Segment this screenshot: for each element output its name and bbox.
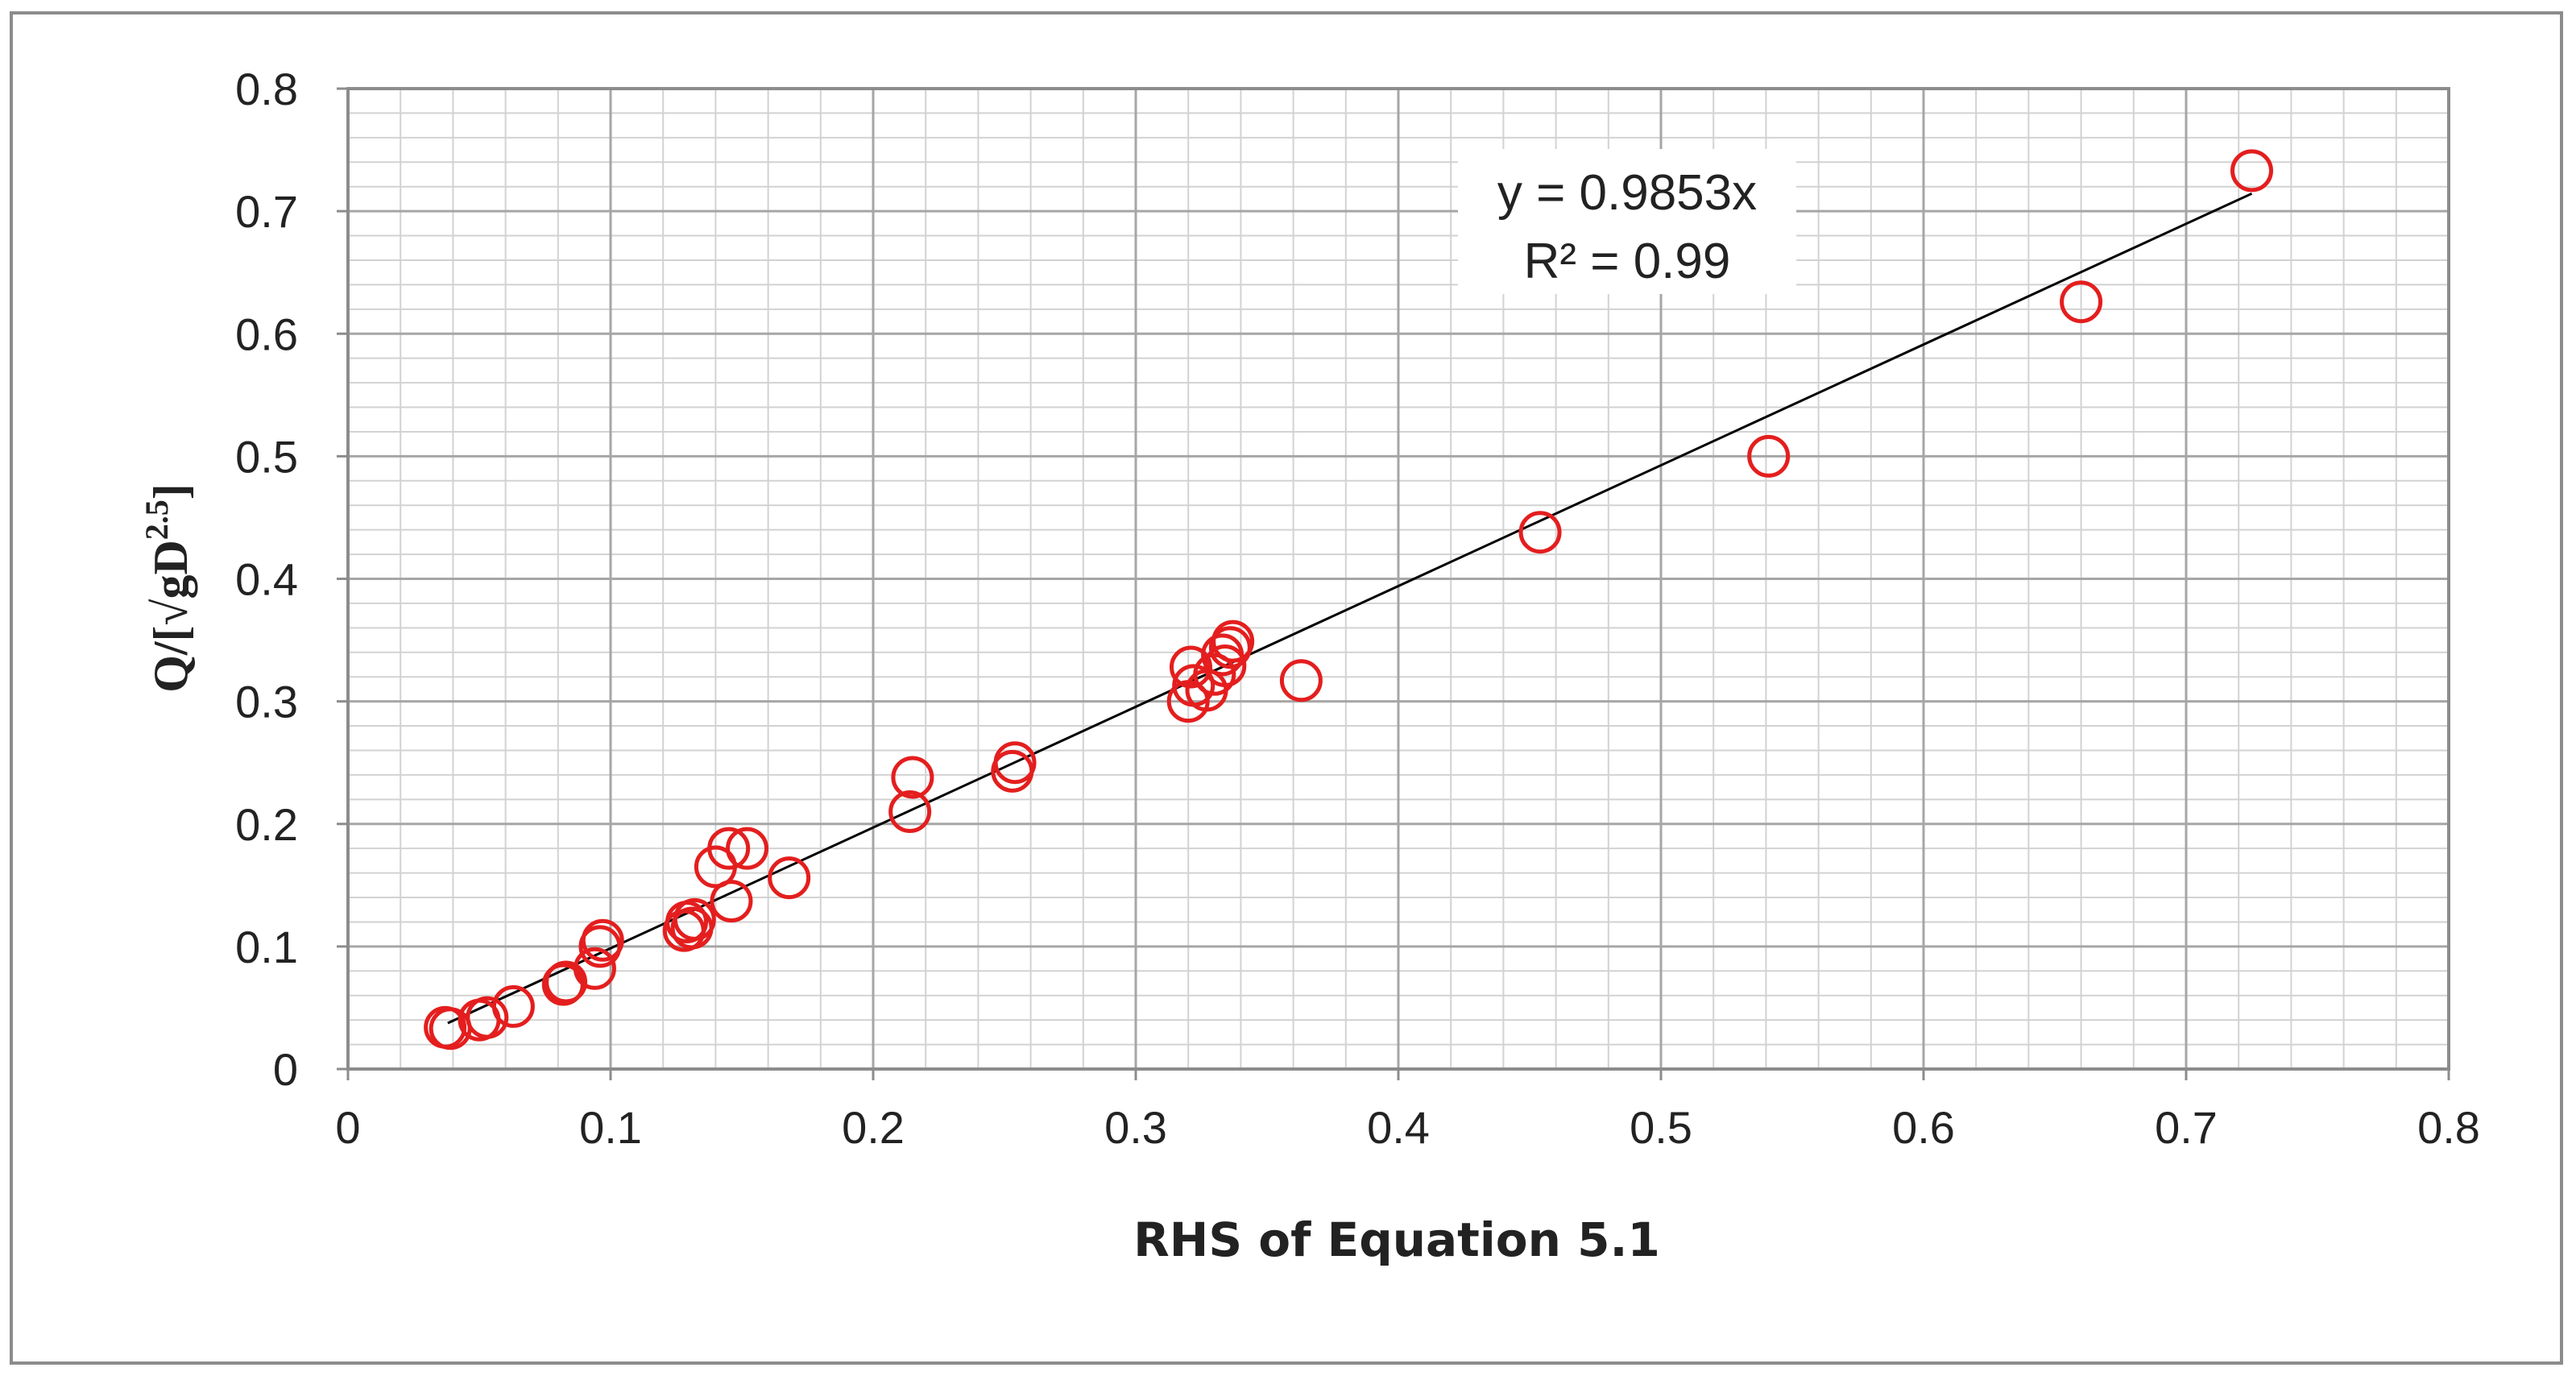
data-point <box>1203 644 1247 688</box>
data-point <box>545 960 588 1004</box>
data-point <box>2060 280 2103 324</box>
y-tick-label: 0.5 <box>235 431 298 482</box>
r-squared-label: R² = 0.99 <box>1524 234 1731 289</box>
x-tick-label: 0.1 <box>579 1102 642 1153</box>
data-point <box>993 741 1037 785</box>
y-axis-label-exponent: 2.5 <box>139 499 175 540</box>
y-axis-label-suffix: ] <box>144 483 197 499</box>
data-point <box>466 996 509 1039</box>
y-tick-label: 0.6 <box>235 309 298 359</box>
y-tick-label: 0.8 <box>235 64 298 114</box>
trendline <box>447 192 2253 1025</box>
data-point <box>710 880 753 923</box>
data-point <box>888 790 932 834</box>
data-point <box>673 897 716 941</box>
y-axis-ticks: 0 0.1 0.2 0.3 0.4 0.5 0.6 0.7 0.8 <box>235 64 348 1095</box>
major-grid <box>348 89 2449 1069</box>
y-tick-label: 0 <box>273 1044 298 1095</box>
y-tick-label: 0.7 <box>235 186 298 237</box>
y-tick-label: 0.2 <box>235 799 298 850</box>
x-tick-label: 0.7 <box>2155 1102 2218 1153</box>
y-tick-label: 0.3 <box>235 677 298 727</box>
data-point <box>581 918 624 962</box>
x-tick-label: 0.2 <box>842 1102 905 1153</box>
x-tick-label: 0 <box>335 1102 360 1153</box>
x-axis-label: RHS of Equation 5.1 <box>1133 1212 1660 1267</box>
data-point <box>1518 511 1562 554</box>
data-point <box>707 827 751 870</box>
data-point <box>1169 645 1212 689</box>
x-tick-label: 0.6 <box>1892 1102 1955 1153</box>
data-point <box>2230 149 2273 193</box>
equation-box <box>1458 149 1796 294</box>
x-axis-ticks: 0 0.1 0.2 0.3 0.4 0.5 0.6 0.7 0.8 <box>335 1069 2480 1153</box>
data-point <box>1211 620 1255 663</box>
data-point <box>1279 659 1323 702</box>
x-tick-label: 0.5 <box>1630 1102 1692 1153</box>
data-point <box>768 856 811 900</box>
data-point <box>573 947 616 990</box>
x-tick-label: 0.3 <box>1104 1102 1167 1153</box>
sqrt-symbol: √ <box>144 599 197 625</box>
y-tick-label: 0.1 <box>235 922 298 972</box>
trendline-equation: y = 0.9853x <box>1497 165 1757 221</box>
chart-frame <box>10 11 2563 1365</box>
y-axis-label-gd: gD <box>144 540 197 599</box>
data-point <box>891 756 934 799</box>
y-axis-label-prefix: Q/[ <box>144 625 197 692</box>
y-axis-label: Q/[√gD2.5] <box>139 483 197 693</box>
y-tick-label: 0.4 <box>235 554 298 605</box>
data-point <box>726 827 769 870</box>
data-point <box>491 984 535 1028</box>
data-points <box>424 149 2273 1051</box>
data-point <box>1747 434 1791 478</box>
x-tick-label: 0.8 <box>2417 1102 2480 1153</box>
x-tick-label: 0.4 <box>1367 1102 1430 1153</box>
